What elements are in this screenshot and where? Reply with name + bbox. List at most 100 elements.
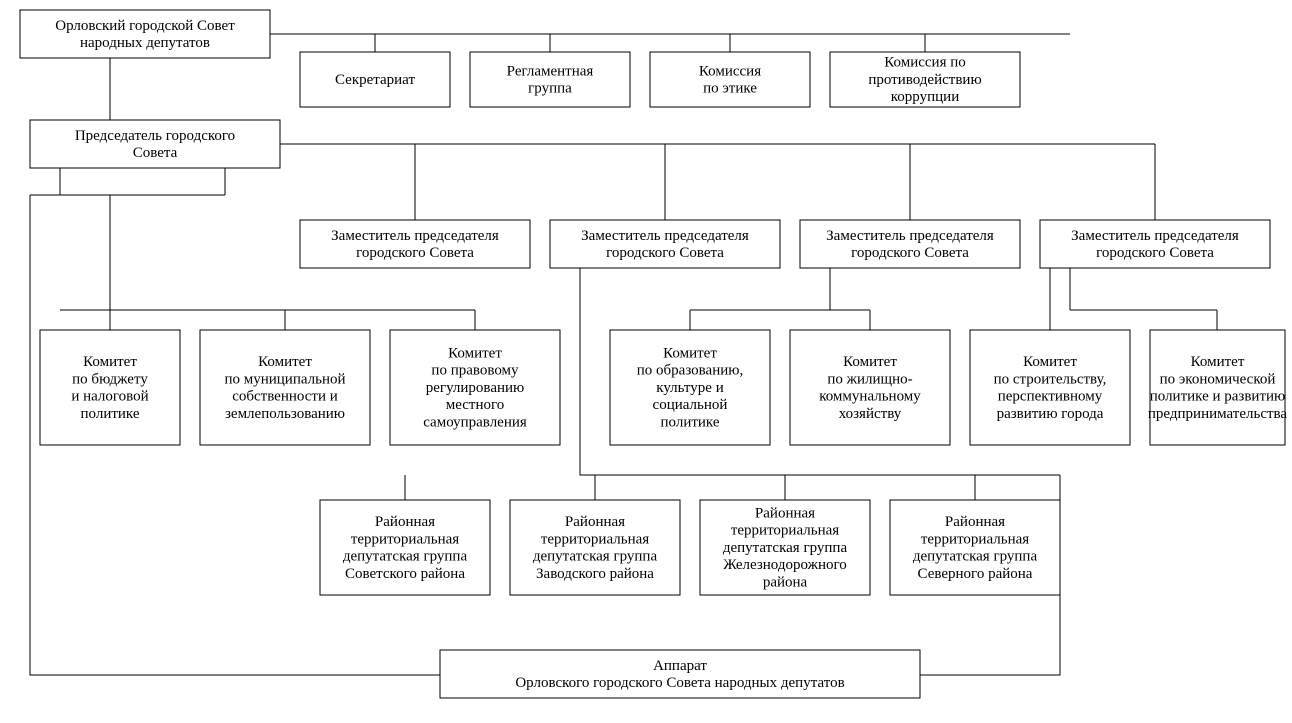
node-grp_sovet: Районнаятерриториальная депутатская групп… — [320, 500, 490, 595]
edge — [920, 595, 1060, 675]
node-label-line: Комитет — [1023, 354, 1077, 370]
node-label-line: политике — [661, 414, 720, 430]
node-deputy4: Заместитель председателягородского Совет… — [1040, 220, 1270, 268]
node-label-line: Комитет — [83, 354, 137, 370]
node-label-line: городского Совета — [851, 245, 969, 261]
node-label-line: группа — [528, 81, 572, 97]
node-label-line: Секретариат — [335, 72, 415, 88]
node-label-line: Орловский городской Совет — [55, 18, 235, 34]
node-grp_railway: Районная территориальнаядепутатская групп… — [700, 500, 870, 595]
nodes: Орловский городской Советнародных депута… — [20, 10, 1287, 698]
node-label-line: по муниципальной — [224, 371, 345, 387]
node-com_econ: Комитетпо экономической политике и развит… — [1148, 330, 1288, 445]
node-label-line: Регламентная — [507, 63, 594, 79]
node-label-line: по строительству, — [994, 371, 1107, 387]
node-label-line: Орловского городского Совета народных де… — [515, 675, 844, 691]
node-label-line: Председатель городского — [75, 128, 235, 144]
node-label-line: развитию города — [997, 406, 1104, 422]
node-label-line: Районная — [375, 514, 435, 530]
node-label-line: депутатская группа — [343, 549, 468, 565]
node-grp_north: Районнаятерриториальная депутатская групп… — [890, 500, 1060, 595]
node-label-line: Комиссия — [699, 63, 761, 79]
node-label-line: местного — [446, 397, 505, 413]
node-ethics: Комиссия по этике — [650, 52, 810, 107]
node-box — [40, 330, 180, 445]
node-label-line: народных депутатов — [80, 35, 210, 51]
node-label-line: самоуправления — [423, 414, 527, 430]
node-label-line: землепользованию — [225, 406, 345, 422]
node-label-line: социальной — [653, 397, 728, 413]
node-box — [650, 52, 810, 107]
node-label-line: и налоговой — [71, 389, 148, 405]
node-label-line: по правовому — [431, 363, 519, 379]
node-reglament: Регламентная группа — [470, 52, 630, 107]
node-box — [200, 330, 370, 445]
node-label-line: депутатская группа — [533, 549, 658, 565]
node-grp_zavod: Районнаятерриториальная депутатская групп… — [510, 500, 680, 595]
node-com_housing: Комитетпо жилищно-коммунальномухозяйству — [790, 330, 950, 445]
node-label-line: района — [763, 574, 808, 590]
node-label-line: коммунальному — [819, 389, 921, 405]
node-label-line: Районная — [755, 505, 815, 521]
node-label-line: Комитет — [258, 354, 312, 370]
node-label-line: городского Совета — [606, 245, 724, 261]
node-com_build: Комитетпо строительству, перспективномура… — [970, 330, 1130, 445]
node-com_budget: Комитетпо бюджету и налоговойполитике — [40, 330, 180, 445]
node-label-line: Северного района — [918, 566, 1033, 582]
node-label-line: Заместитель председателя — [826, 228, 994, 244]
node-box — [790, 330, 950, 445]
node-label-line: территориальная — [731, 523, 839, 539]
node-com_property: Комитетпо муниципальной собственности изе… — [200, 330, 370, 445]
node-label-line: Заместитель председателя — [1071, 228, 1239, 244]
org-chart-diagram: Орловский городской Советнародных депута… — [0, 0, 1292, 723]
node-secretariat: Секретариат — [300, 52, 450, 107]
node-box — [970, 330, 1130, 445]
node-label-line: депутатская группа — [913, 549, 1038, 565]
node-label-line: Районная — [565, 514, 625, 530]
node-label-line: Заводского района — [536, 566, 654, 582]
node-label-line: по экономической — [1160, 371, 1276, 387]
node-deputy1: Заместитель председателягородского Совет… — [300, 220, 530, 268]
node-label-line: территориальная — [921, 531, 1029, 547]
node-label-line: депутатская группа — [723, 540, 848, 556]
node-deputy3: Заместитель председателягородского Совет… — [800, 220, 1020, 268]
node-label-line: политике — [81, 406, 140, 422]
node-com_legal: Комитет по правовомурегулированиюместного… — [390, 330, 560, 445]
node-label-line: Совета — [133, 145, 178, 161]
node-label-line: Комитет — [843, 354, 897, 370]
node-chairman: Председатель городскогоСовета — [30, 120, 280, 168]
node-label-line: предпринимательства — [1148, 406, 1288, 422]
node-label-line: по этике — [703, 81, 757, 97]
node-label-line: городского Совета — [356, 245, 474, 261]
node-label-line: Комитет — [663, 345, 717, 361]
node-label-line: перспективному — [998, 389, 1103, 405]
node-label-line: Комиссия по — [884, 55, 966, 71]
node-label-line: по бюджету — [72, 371, 148, 387]
node-apparatus: АппаратОрловского городского Совета наро… — [440, 650, 920, 698]
node-council: Орловский городской Советнародных депута… — [20, 10, 270, 58]
node-label-line: Железнодорожного — [723, 557, 847, 573]
node-label-line: городского Совета — [1096, 245, 1214, 261]
node-com_edu: Комитет по образованию,культуре исоциальн… — [610, 330, 770, 445]
node-label-line: коррупции — [891, 89, 959, 105]
node-label-line: Районная — [945, 514, 1005, 530]
node-label-line: собственности и — [232, 389, 338, 405]
node-label-line: Комитет — [1191, 354, 1245, 370]
node-label-line: противодействию — [868, 72, 981, 88]
node-box — [1150, 330, 1285, 445]
node-label-line: Комитет — [448, 345, 502, 361]
node-label-line: по образованию, — [637, 363, 743, 379]
node-label-line: политике и развитию — [1150, 389, 1286, 405]
node-label-line: регулированию — [426, 380, 524, 396]
node-label-line: Заместитель председателя — [581, 228, 749, 244]
node-label-line: территориальная — [351, 531, 459, 547]
node-label-line: территориальная — [541, 531, 649, 547]
node-label-line: Советского района — [345, 566, 465, 582]
node-label-line: культуре и — [656, 380, 723, 396]
node-anticorr: Комиссия попротиводействиюкоррупции — [830, 52, 1020, 107]
node-deputy2: Заместитель председателягородского Совет… — [550, 220, 780, 268]
node-label-line: Аппарат — [653, 658, 707, 674]
node-label-line: по жилищно- — [827, 371, 912, 387]
node-box — [470, 52, 630, 107]
node-label-line: хозяйству — [839, 406, 902, 422]
